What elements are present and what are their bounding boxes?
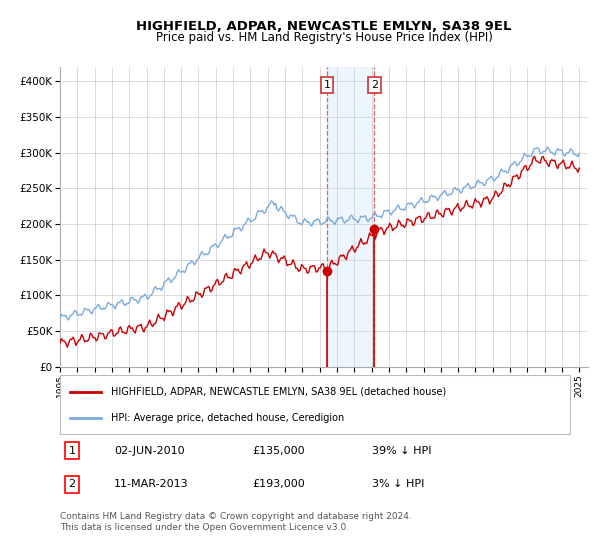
Text: £135,000: £135,000 bbox=[252, 446, 305, 456]
Text: 02-JUN-2010: 02-JUN-2010 bbox=[114, 446, 185, 456]
FancyBboxPatch shape bbox=[60, 375, 570, 434]
Text: Price paid vs. HM Land Registry's House Price Index (HPI): Price paid vs. HM Land Registry's House … bbox=[155, 31, 493, 44]
Text: 1: 1 bbox=[323, 80, 331, 90]
Text: 39% ↓ HPI: 39% ↓ HPI bbox=[372, 446, 431, 456]
Text: 2: 2 bbox=[68, 479, 76, 489]
Text: HIGHFIELD, ADPAR, NEWCASTLE EMLYN, SA38 9EL (detached house): HIGHFIELD, ADPAR, NEWCASTLE EMLYN, SA38 … bbox=[111, 386, 446, 396]
Text: HPI: Average price, detached house, Ceredigion: HPI: Average price, detached house, Cere… bbox=[111, 413, 344, 423]
Text: Contains HM Land Registry data © Crown copyright and database right 2024.
This d: Contains HM Land Registry data © Crown c… bbox=[60, 512, 412, 532]
Text: 1: 1 bbox=[68, 446, 76, 456]
Bar bbox=[327, 67, 374, 367]
Text: £193,000: £193,000 bbox=[252, 479, 305, 489]
Text: 3% ↓ HPI: 3% ↓ HPI bbox=[372, 479, 424, 489]
Text: HIGHFIELD, ADPAR, NEWCASTLE EMLYN, SA38 9EL: HIGHFIELD, ADPAR, NEWCASTLE EMLYN, SA38 … bbox=[136, 20, 512, 32]
Text: 11-MAR-2013: 11-MAR-2013 bbox=[114, 479, 188, 489]
Text: 2: 2 bbox=[371, 80, 378, 90]
